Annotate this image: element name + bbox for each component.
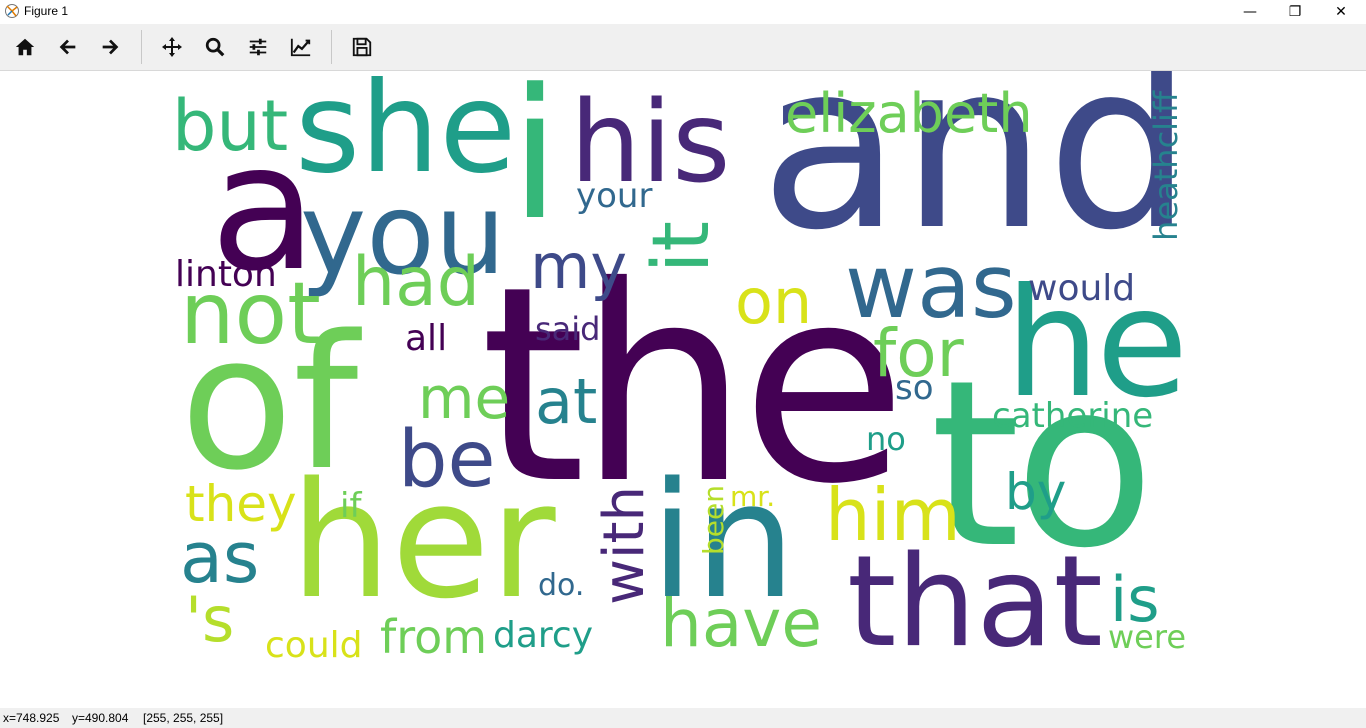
move-icon (162, 37, 182, 57)
toolbar-separator (141, 30, 142, 64)
wordcloud-word: her (290, 447, 556, 634)
minimize-button[interactable]: — (1227, 0, 1273, 24)
wordcloud-word: they (185, 475, 297, 533)
wordcloud-word: as (180, 517, 260, 599)
wordcloud-word: the (480, 228, 907, 543)
arrow-left-icon (59, 39, 76, 55)
restore-icon: ❐ (1288, 4, 1302, 20)
wordcloud-word: but (172, 85, 289, 167)
wordcloud-word: i (510, 71, 561, 260)
wordcloud-word: not (180, 264, 321, 364)
pan-button[interactable] (157, 32, 187, 62)
wordcloud-word: my (530, 230, 628, 303)
wordcloud-word: she (295, 71, 517, 201)
wordcloud-word: mr. (730, 480, 776, 513)
edit-axis-button[interactable] (286, 32, 316, 62)
wordcloud-word: if (340, 486, 362, 526)
wordcloud-word: on (735, 265, 813, 338)
wordcloud-word: was (845, 235, 1017, 338)
close-button[interactable]: ✕ (1318, 0, 1364, 24)
wordcloud-word: by (1005, 463, 1067, 521)
wordcloud-word: him (825, 473, 961, 557)
home-icon (15, 38, 35, 56)
cursor-y-readout: y=490.804 (72, 711, 129, 725)
restore-button[interactable]: ❐ (1272, 0, 1318, 24)
cursor-x-readout: x=748.925 (3, 711, 60, 725)
wordcloud-word: elizabeth (785, 82, 1033, 145)
wordcloud-word: with (592, 486, 657, 605)
wordcloud-word: in (650, 447, 796, 634)
wordcloud-word: 's (185, 583, 235, 656)
wordcloud-word: had (352, 243, 480, 322)
wordcloud-word: to (930, 332, 1155, 599)
navigation-toolbar (0, 24, 1366, 71)
home-button[interactable] (10, 32, 40, 62)
window-titlebar: Figure 1 — ❐ ✕ (0, 0, 1366, 24)
wordcloud-word: said (535, 310, 601, 348)
line-chart-icon (290, 38, 311, 57)
wordcloud-word: and (760, 71, 1193, 281)
wordcloud-word: heathcliff (1147, 91, 1185, 241)
wordcloud-word: do. (538, 568, 585, 603)
wordcloud-word: of (180, 295, 359, 511)
magnifier-icon (205, 37, 225, 57)
zoom-button[interactable] (200, 32, 230, 62)
pixel-value-readout: [255, 255, 255] (143, 711, 224, 725)
window-title: Figure 1 (24, 4, 69, 18)
wordcloud-word: at (535, 365, 598, 438)
wordcloud-word: linton (175, 254, 277, 295)
sliders-icon (249, 38, 267, 56)
wordcloud-word: darcy (493, 615, 594, 656)
wordcloud-word: would (1028, 268, 1136, 309)
forward-button[interactable] (95, 32, 125, 62)
wordcloud-word: could (265, 625, 363, 666)
wordcloud-word: were (1108, 618, 1186, 656)
wordcloud-word: it (637, 221, 727, 274)
floppy-disk-icon (352, 37, 372, 57)
wordcloud-word: be (398, 415, 496, 505)
toolbar-separator (331, 30, 332, 64)
save-button[interactable] (347, 32, 377, 62)
wordcloud-word: no (866, 420, 906, 458)
wordcloud-word: you (300, 170, 506, 300)
wordcloud-word: from (380, 610, 488, 664)
matplotlib-app-icon (5, 4, 19, 18)
arrow-right-icon (102, 39, 119, 55)
wordcloud-word: have (660, 585, 822, 662)
back-button[interactable] (53, 32, 83, 62)
wordcloud-word: all (405, 318, 448, 359)
wordcloud-word: his (570, 78, 731, 208)
close-icon: ✕ (1335, 4, 1347, 20)
wordcloud-word: me (418, 364, 511, 432)
wordcloud-word: a (210, 107, 318, 310)
wordcloud-word: that (847, 528, 1103, 675)
wordcloud-word: catherine (992, 396, 1154, 436)
figure-canvas[interactable]: and the to of her she i in a you his tha… (0, 71, 1366, 708)
wordcloud-word: been (697, 485, 730, 555)
wordcloud-word: for (873, 315, 964, 392)
wordcloud-word: so (895, 368, 934, 408)
minimize-icon: — (1243, 4, 1257, 20)
wordcloud-word: is (1110, 563, 1160, 636)
configure-subplots-button[interactable] (243, 32, 273, 62)
wordcloud-word: he (1005, 257, 1188, 431)
wordcloud-word: your (576, 176, 653, 216)
status-bar: x=748.925 y=490.804 [255, 255, 255] (0, 708, 1366, 728)
